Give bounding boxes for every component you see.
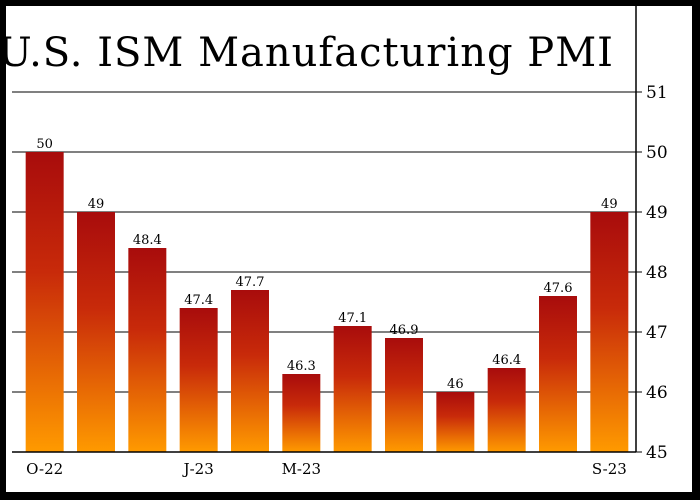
value-label-9: 46.4	[492, 353, 521, 368]
value-label-8: 46	[447, 377, 464, 392]
value-labels: 50 49 48.4 47.4 47.7 46.3 47.1 46.9 46 46.4 47.6 49	[36, 137, 617, 392]
value-label-11: 49	[601, 197, 618, 212]
bars	[25, 152, 629, 452]
x-tick-label: J-23	[182, 460, 214, 478]
bar-10	[539, 296, 577, 452]
y-tick-label: 47	[646, 323, 668, 343]
bar-5	[282, 374, 321, 452]
bar-11	[590, 212, 629, 452]
value-label-5: 46.3	[287, 359, 316, 374]
value-label-10: 47.6	[544, 281, 573, 296]
value-label-4: 47.7	[236, 275, 265, 290]
bar-2	[128, 248, 167, 452]
bar-3	[179, 308, 218, 452]
y-tick-label: 49	[646, 203, 668, 223]
axes: 45 46 47 48 49 50 51 O-22 J-23 M-23 S-23	[12, 6, 668, 478]
grid-lines	[12, 91, 636, 393]
chart-title: U.S. ISM Manufacturing PMI	[6, 30, 614, 76]
y-tick-label: 46	[646, 383, 668, 403]
bar-9	[487, 368, 526, 452]
bar-8	[436, 392, 475, 452]
bar-0	[25, 152, 64, 452]
bar-4	[231, 290, 269, 452]
y-tick-label: 50	[646, 143, 668, 163]
value-label-2: 48.4	[133, 233, 162, 248]
value-label-6: 47.1	[338, 311, 367, 326]
x-tick-label: S-23	[592, 460, 627, 478]
x-tick-label: O-22	[26, 460, 63, 478]
y-tick-label: 48	[646, 263, 668, 283]
pmi-bar-chart: 50 49 48.4 47.4 47.7 46.3 47.1 46.9 46 46.4 47.6 49…	[6, 6, 668, 478]
value-label-1: 49	[88, 197, 105, 212]
value-label-0: 50	[36, 137, 53, 152]
value-label-3: 47.4	[184, 293, 213, 308]
bar-1	[77, 212, 115, 452]
y-tick-label: 51	[646, 83, 668, 103]
bar-6	[333, 326, 372, 452]
x-tick-label: M-23	[282, 460, 322, 478]
value-label-7: 46.9	[390, 323, 419, 338]
chart-panel: 50 49 48.4 47.4 47.7 46.3 47.1 46.9 46 46.4 47.6 49…	[6, 6, 692, 492]
bar-7	[385, 338, 423, 452]
y-tick-label: 45	[646, 443, 668, 463]
